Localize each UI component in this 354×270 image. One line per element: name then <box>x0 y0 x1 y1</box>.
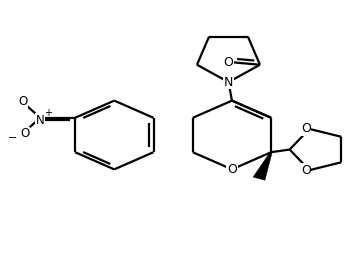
Text: O: O <box>18 95 27 109</box>
Text: −: − <box>8 133 17 143</box>
Text: O: O <box>301 164 311 177</box>
Text: O: O <box>21 127 30 140</box>
Text: N: N <box>224 76 233 89</box>
Text: N: N <box>36 114 45 127</box>
Text: +: + <box>44 108 52 118</box>
Text: O: O <box>227 163 237 176</box>
Text: O: O <box>301 122 311 136</box>
Polygon shape <box>253 152 272 180</box>
Text: O: O <box>224 56 234 69</box>
